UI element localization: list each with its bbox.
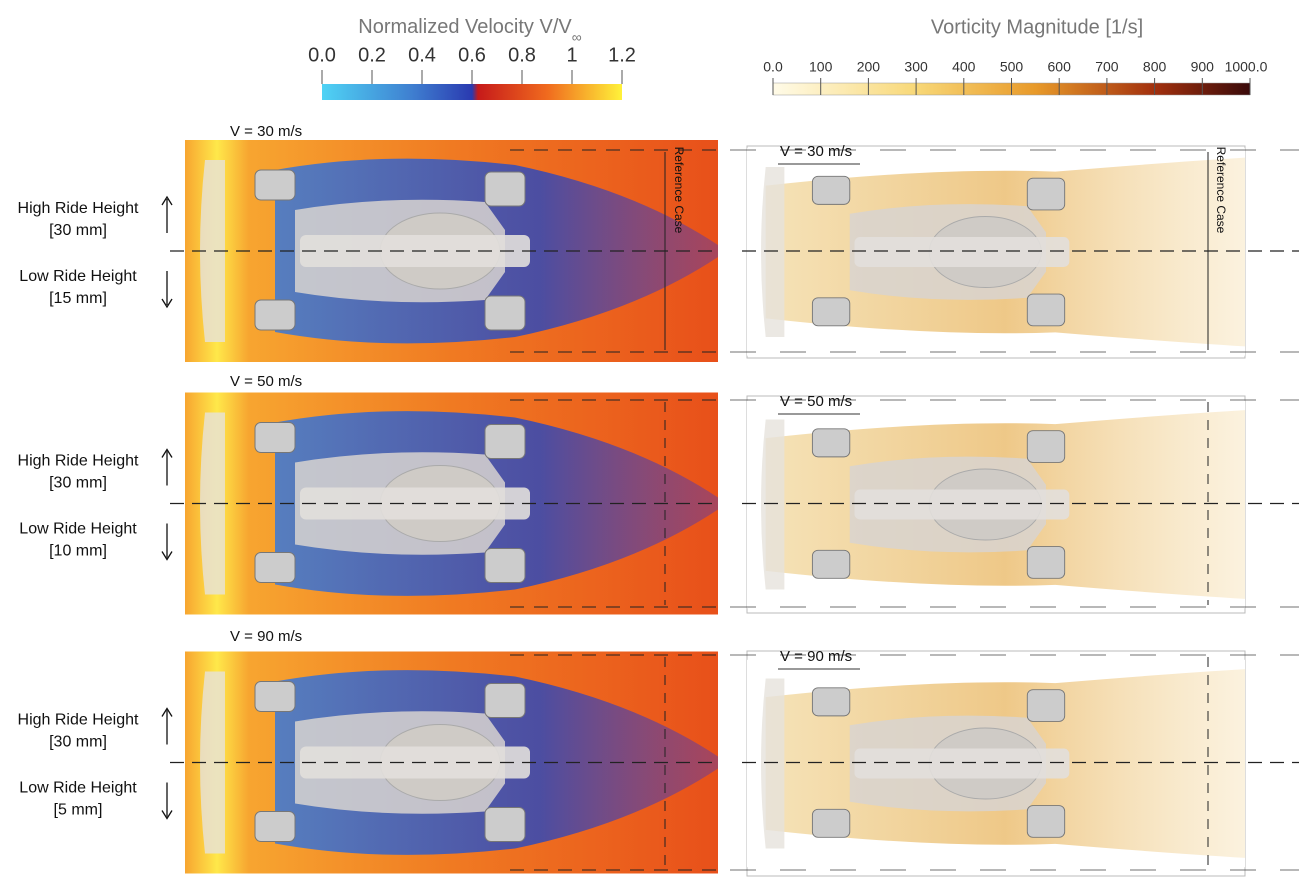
vorticity-tick-label: 300 bbox=[904, 59, 928, 75]
reference-label: Reference Case bbox=[672, 147, 686, 234]
low-value: [5 mm] bbox=[54, 802, 103, 819]
vorticity-tick-label: 500 bbox=[1000, 59, 1024, 75]
speed-label: V = 50 m/s bbox=[230, 373, 302, 390]
velocity-tick-label: 0.8 bbox=[508, 44, 536, 66]
velocity-title-text: Normalized Velocity V/V bbox=[358, 16, 572, 38]
vorticity-tick-label: 400 bbox=[952, 59, 976, 75]
vorticity-field-image bbox=[747, 660, 1245, 867]
velocity-tick-label: 0.6 bbox=[458, 44, 486, 66]
speed-label: V = 90 m/s bbox=[230, 628, 302, 645]
vorticity-tick-label: 100 bbox=[809, 59, 833, 75]
vorticity-tick-label: 800 bbox=[1143, 59, 1167, 75]
vorticity-tick-label: 900 bbox=[1191, 59, 1215, 75]
high-label: High Ride Height bbox=[18, 200, 140, 217]
low-value: [15 mm] bbox=[49, 290, 107, 307]
vorticity-tick-label: 700 bbox=[1095, 59, 1119, 75]
speed-label: V = 30 m/s bbox=[780, 143, 852, 160]
up-arrow bbox=[162, 197, 172, 233]
speed-label: V = 50 m/s bbox=[780, 393, 852, 410]
figure: Normalized Velocity V/V∞ Vorticity Magni… bbox=[0, 0, 1299, 882]
velocity-tick-label: 1.2 bbox=[608, 44, 636, 66]
up-arrow bbox=[162, 709, 172, 745]
high-label: High Ride Height bbox=[18, 712, 140, 729]
rows: Reference Case Reference Case V = 30 m/s V … bbox=[18, 123, 1299, 876]
speed-label: V = 90 m/s bbox=[780, 648, 852, 665]
up-arrow bbox=[162, 450, 172, 486]
velocity-title-subscript: ∞ bbox=[572, 29, 582, 45]
vorticity-tick-label: 200 bbox=[857, 59, 881, 75]
speed-label: V = 30 m/s bbox=[230, 123, 302, 140]
high-value: [30 mm] bbox=[49, 475, 107, 492]
vorticity-tick-label: 1000.0 bbox=[1225, 59, 1268, 75]
high-value: [30 mm] bbox=[49, 222, 107, 239]
low-label: Low Ride Height bbox=[19, 268, 137, 285]
high-label: High Ride Height bbox=[18, 453, 140, 470]
vorticity-title: Vorticity Magnitude [1/s] bbox=[931, 16, 1143, 38]
vorticity-field-image bbox=[747, 401, 1245, 608]
velocity-tick-label: 0.4 bbox=[408, 44, 436, 66]
vorticity-field-image bbox=[747, 148, 1245, 355]
velocity-tick-label: 0.0 bbox=[308, 44, 336, 66]
down-arrow bbox=[162, 783, 172, 819]
down-arrow bbox=[162, 271, 172, 307]
vorticity-tick-label: 600 bbox=[1048, 59, 1072, 75]
velocity-colorbar bbox=[322, 84, 622, 100]
velocity-tick-label: 0.2 bbox=[358, 44, 386, 66]
reference-label: Reference Case bbox=[1214, 147, 1228, 234]
low-value: [10 mm] bbox=[49, 543, 107, 560]
high-value: [30 mm] bbox=[49, 734, 107, 751]
vorticity-tick-label: 0.0 bbox=[763, 59, 783, 75]
low-label: Low Ride Height bbox=[19, 521, 137, 538]
low-label: Low Ride Height bbox=[19, 780, 137, 797]
velocity-tick-label: 1 bbox=[566, 44, 577, 66]
velocity-title: Normalized Velocity V/V∞ bbox=[358, 16, 581, 44]
down-arrow bbox=[162, 524, 172, 560]
